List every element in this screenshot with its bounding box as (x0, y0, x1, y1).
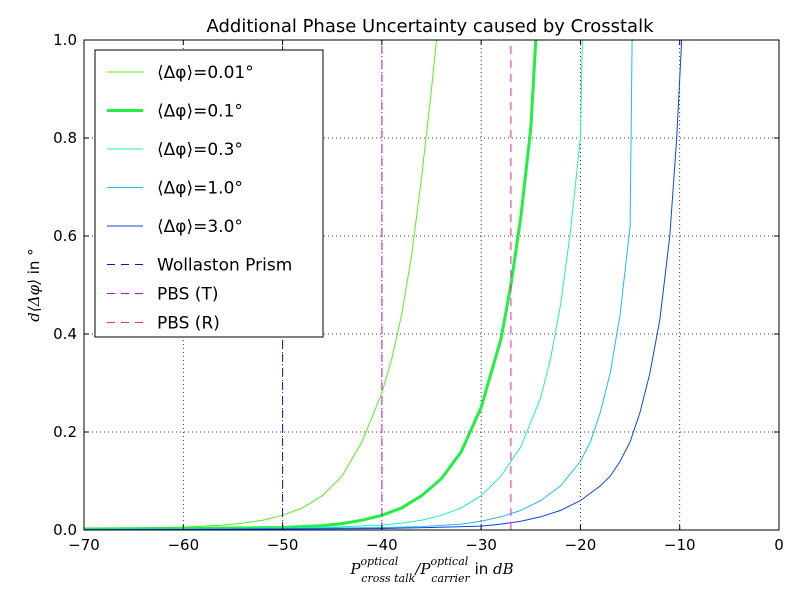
x-tick-label: −30 (465, 536, 497, 554)
legend-label: ⟨Δφ⟩=0.1° (157, 102, 243, 122)
x-tick-label: 0 (774, 536, 784, 554)
series-line (83, 39, 538, 531)
x-tick-label: −50 (267, 536, 299, 554)
legend-label: ⟨Δφ⟩=0.3° (157, 140, 243, 160)
y-tick-label: 0.4 (53, 325, 77, 343)
x-tick-label: −20 (565, 536, 597, 554)
legend-label: ⟨Δφ⟩=3.0° (157, 217, 243, 237)
x-tick-label: −60 (167, 536, 199, 554)
plot-frame (83, 39, 780, 531)
legend-label: ⟨Δφ⟩=1.0° (157, 179, 243, 199)
ticks: −70 −60 −50 −40 −30 −20 −10 0 0.0 0.2 0.4 0.6 0.8 1.0 (53, 31, 784, 554)
series-line (83, 39, 437, 529)
legend-label: ⟨Δφ⟩=0.01° (157, 63, 254, 83)
x-tick-label: −70 (68, 536, 100, 554)
legend-label: PBS (R) (157, 314, 220, 334)
y-tick-label: 0.8 (53, 129, 77, 147)
chart-title: Additional Phase Uncertainty caused by C… (206, 16, 654, 37)
y-tick-label: 0.2 (53, 423, 77, 441)
legend: ⟨Δφ⟩=0.01° ⟨Δφ⟩=0.1° ⟨Δφ⟩=0.3° ⟨Δφ⟩=1.0° ⟨Δφ… (94, 49, 324, 338)
legend-label: PBS (T) (157, 285, 218, 305)
y-tick-label: 1.0 (53, 31, 77, 49)
series-line (83, 39, 683, 531)
series-line (83, 39, 583, 530)
legend-box (94, 49, 324, 338)
x-tick-label: −10 (664, 536, 696, 554)
x-tick-label: −40 (366, 536, 398, 554)
series-line (83, 39, 633, 530)
y-tick-label: 0.6 (53, 227, 77, 245)
legend-label: Wollaston Prism (157, 256, 292, 276)
y-axis-label: d⟨Δφ⟩ in ° (25, 248, 43, 321)
y-tick-label: 0.0 (53, 521, 77, 539)
